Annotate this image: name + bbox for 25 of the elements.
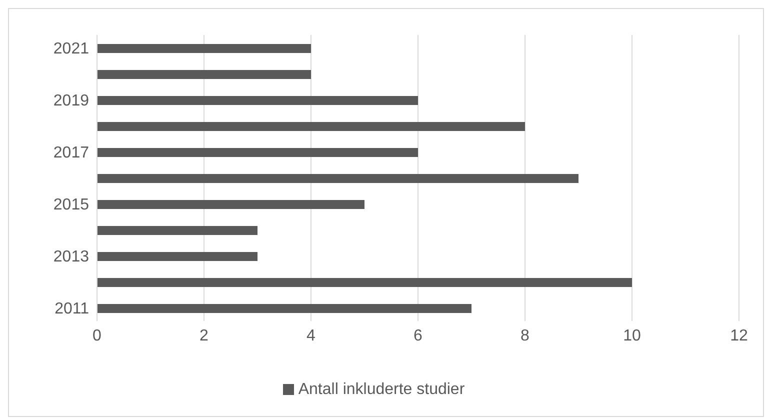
x-tick-label: 8 (520, 327, 530, 344)
bar (97, 200, 364, 209)
y-tick-label: 2017 (53, 144, 90, 162)
y-tick-label: 2011 (54, 300, 90, 318)
bar (97, 278, 632, 287)
bar (97, 226, 258, 235)
x-tick-label: 6 (414, 327, 423, 344)
bar (97, 70, 311, 79)
bar (97, 148, 418, 157)
y-tick-label: 2021 (53, 40, 90, 58)
x-tick-label: 2 (200, 327, 209, 344)
x-tick-label: 10 (623, 327, 641, 344)
bar (97, 304, 472, 313)
y-tick-label: 2013 (53, 248, 90, 266)
bar (97, 122, 525, 131)
x-tick-label: 0 (92, 327, 102, 344)
y-tick-label: 2015 (53, 196, 90, 214)
legend-label: Antall inkluderte studier (298, 381, 465, 398)
bar (97, 252, 258, 261)
x-tick-label: 12 (730, 327, 748, 344)
bar (97, 96, 418, 105)
x-tick-label: 4 (306, 327, 316, 344)
bar (97, 174, 578, 183)
y-tick-label: 2019 (53, 92, 90, 110)
bar (97, 44, 311, 53)
